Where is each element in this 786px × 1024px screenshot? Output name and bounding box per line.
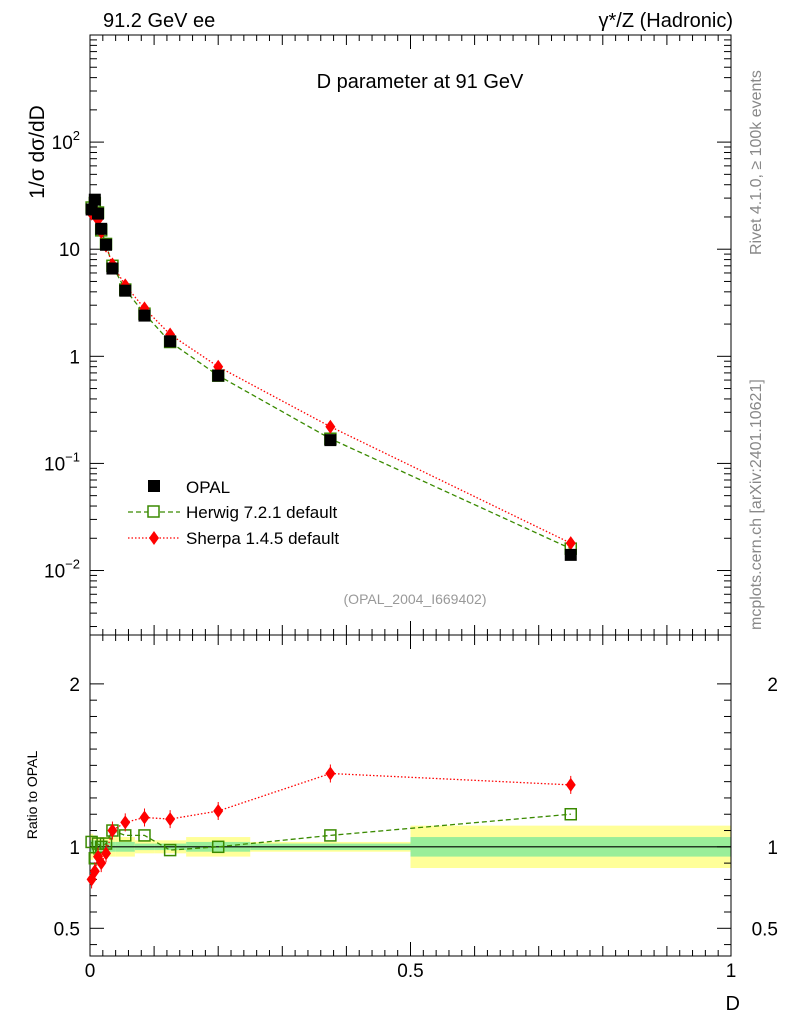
legend-opal-marker	[148, 480, 160, 492]
ratio-y-tick-label-right: 1	[767, 838, 778, 859]
opal-data-point	[164, 335, 177, 348]
opal-data-point	[100, 238, 113, 251]
main-y-tick-label: 10	[59, 240, 80, 261]
ratio-series-line	[90, 813, 571, 859]
opal-data-point	[324, 434, 337, 447]
ratio-y-tick-label-right: 0.5	[752, 919, 778, 940]
opal-data-point	[88, 193, 101, 206]
legend: OPAL Herwig 7.2.1 default Sherpa 1.4.5 d…	[128, 478, 339, 548]
analysis-id: (OPAL_2004_I669402)	[344, 591, 487, 607]
x-tick-label: 0	[85, 961, 96, 982]
ratio-plot-frame	[89, 634, 732, 957]
sherpa-ratio-point	[213, 803, 224, 818]
opal-data-point	[138, 309, 151, 322]
ratio-y-tick-label-left: 1	[69, 838, 80, 859]
main-y-tick-label: 10−2	[44, 557, 80, 583]
herwig-ratio-point	[564, 807, 577, 821]
herwig-ratio-point	[211, 840, 225, 854]
ratio-y-tick-label-left: 2	[69, 675, 80, 696]
opal-data-point	[95, 222, 108, 235]
sherpa-point	[565, 536, 576, 551]
sherpa-ratio-point	[101, 846, 112, 861]
sherpa-ratio-point	[120, 815, 131, 830]
herwig-ratio-point	[138, 829, 151, 842]
sherpa-ratio-point	[96, 856, 107, 871]
opal-data-point	[92, 207, 105, 220]
main-y-tick-label: 10−1	[44, 449, 80, 475]
sherpa-ratio-point	[139, 810, 150, 825]
legend-herwig-marker	[147, 505, 160, 518]
opal-data-point	[106, 262, 119, 275]
legend-sherpa-marker	[149, 531, 159, 545]
main-y-axis-label: 1/σ dσ/dD	[26, 105, 49, 199]
main-series-line	[91, 208, 572, 544]
sherpa-ratio-point	[565, 777, 576, 792]
herwig-ratio-point	[324, 829, 337, 842]
legend-sherpa-label: Sherpa 1.4.5 default	[186, 529, 339, 548]
legend-opal-label: OPAL	[186, 478, 230, 497]
opal-data-point	[212, 369, 225, 382]
ratio-y-tick-label-right: 2	[767, 675, 778, 696]
x-tick-label: 1	[726, 961, 737, 982]
x-tick-label: 0.5	[397, 961, 423, 982]
header-right: γ*/Z (Hadronic)	[599, 10, 733, 32]
main-series-line	[91, 201, 572, 550]
rivet-version-text: Rivet 4.1.0, ≥ 100k events	[748, 70, 765, 255]
sherpa-ratio-point	[107, 823, 118, 838]
sherpa-point	[325, 419, 336, 434]
header-left: 91.2 GeV ee	[103, 10, 215, 32]
sherpa-ratio-point	[165, 812, 176, 827]
opal-data-point	[564, 548, 577, 561]
main-y-tick-label: 102	[52, 128, 80, 154]
sherpa-ratio-point	[89, 864, 100, 879]
mcplots-source-text: mcplots.cern.ch [arXiv:2401.10621]	[748, 379, 765, 630]
ratio-y-tick-label-left: 0.5	[54, 919, 80, 940]
x-axis-label: D	[726, 993, 740, 1015]
chart-title: D parameter at 91 GeV	[317, 71, 524, 93]
sherpa-ratio-point	[325, 766, 336, 781]
ratio-y-axis-label: Ratio to OPAL	[24, 751, 40, 840]
main-y-tick-label: 1	[69, 347, 80, 368]
herwig-ratio-point	[163, 843, 177, 857]
opal-data-point	[119, 284, 132, 297]
legend-herwig-label: Herwig 7.2.1 default	[186, 503, 337, 522]
